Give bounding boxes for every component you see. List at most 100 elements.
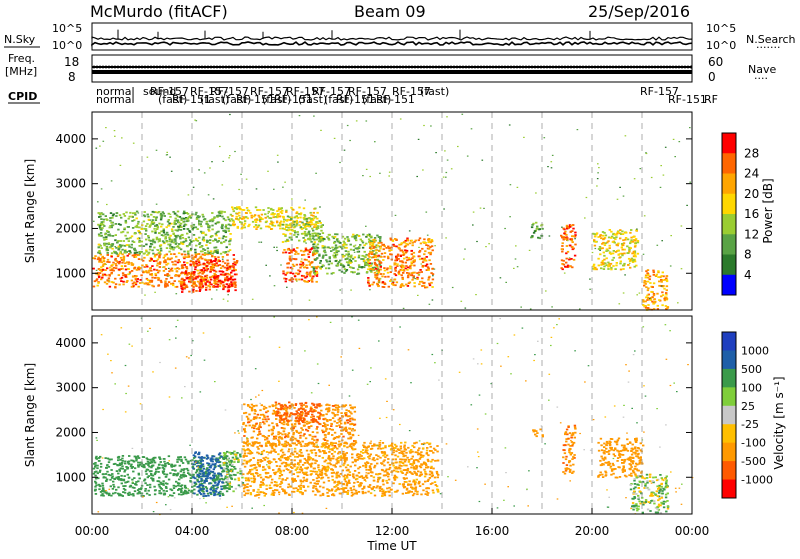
heatmap-cell (147, 476, 149, 478)
heatmap-cell (315, 442, 317, 444)
heatmap-cell (380, 266, 382, 268)
heatmap-cell (157, 279, 159, 281)
heatmap-cell (635, 242, 637, 244)
heatmap-cell (157, 467, 159, 469)
heatmap-cell (340, 433, 342, 435)
heatmap-cell (277, 433, 279, 435)
heatmap-cell (610, 237, 612, 239)
heatmap-cell (149, 249, 151, 251)
noise-speckle (156, 204, 158, 205)
heatmap-cell (405, 262, 407, 264)
heatmap-cell (324, 434, 326, 436)
heatmap-cell (601, 243, 603, 245)
noise-speckle (369, 176, 371, 177)
heatmap-cell (278, 207, 280, 209)
heatmap-cell (209, 492, 211, 494)
heatmap-cell (200, 493, 202, 495)
heatmap-cell (184, 485, 186, 487)
heatmap-cell (122, 460, 124, 462)
heatmap-cell (198, 453, 200, 455)
heatmap-cell (228, 290, 230, 292)
heatmap-cell (620, 269, 622, 271)
heatmap-cell (155, 468, 157, 470)
heatmap-cell (423, 285, 425, 287)
heatmap-cell (206, 490, 208, 492)
heatmap-cell (329, 419, 331, 421)
noise-speckle (657, 245, 659, 246)
heatmap-cell (147, 459, 149, 461)
heatmap-cell (194, 455, 196, 457)
heatmap-cell (120, 246, 122, 248)
heatmap-cell (291, 423, 293, 425)
heatmap-cell (253, 226, 255, 228)
heatmap-cell (217, 221, 219, 223)
heatmap-cell (113, 213, 115, 215)
heatmap-cell (198, 243, 200, 245)
noise-speckle (156, 150, 158, 151)
heatmap-cell (130, 465, 132, 467)
heatmap-cell (347, 238, 349, 240)
heatmap-cell (596, 268, 598, 270)
heatmap-cell (125, 220, 127, 222)
freq-panel-frame (92, 55, 692, 82)
heatmap-cell (276, 410, 278, 412)
heatmap-cell (389, 266, 391, 268)
heatmap-cell (198, 237, 200, 239)
heatmap-cell (123, 213, 125, 215)
heatmap-cell (177, 216, 179, 218)
heatmap-cell (178, 259, 180, 261)
freq-tick-bottom: 8 (68, 70, 76, 84)
freq-label: Freq. (8, 52, 35, 65)
heatmap-cell (566, 237, 568, 239)
heatmap-cell (405, 265, 407, 267)
heatmap-cell (233, 258, 235, 260)
heatmap-cell (105, 492, 107, 494)
heatmap-cell (264, 418, 266, 420)
heatmap-cell (599, 235, 601, 237)
heatmap-cell (203, 277, 205, 279)
heatmap-cell (335, 442, 337, 444)
heatmap-cell (164, 463, 166, 465)
heatmap-cell (382, 273, 384, 275)
heatmap-cell (208, 227, 210, 229)
heatmap-cell (180, 285, 182, 287)
heatmap-cell (132, 495, 134, 497)
heatmap-cell (197, 253, 199, 255)
heatmap-cell (362, 258, 364, 260)
heatmap-cell (117, 261, 119, 263)
heatmap-cell (210, 284, 212, 286)
heatmap-cell (103, 257, 105, 259)
heatmap-cell (195, 451, 197, 453)
heatmap-cell (176, 461, 178, 463)
heatmap-cell (239, 456, 241, 458)
heatmap-cell (244, 429, 246, 431)
heatmap-cell (186, 286, 188, 288)
heatmap-cell (599, 253, 601, 255)
noise-speckle (354, 252, 356, 253)
heatmap-cell (287, 249, 289, 251)
heatmap-cell (137, 238, 139, 240)
heatmap-cell (216, 278, 218, 280)
noise-speckle (426, 212, 428, 213)
heatmap-cell (143, 456, 145, 458)
heatmap-cell (293, 432, 295, 434)
heatmap-cell (179, 465, 181, 467)
heatmap-cell (305, 437, 307, 439)
heatmap-cell (312, 215, 314, 217)
noise-speckle (349, 140, 351, 141)
heatmap-cell (620, 261, 622, 263)
noise-search-trace (92, 42, 692, 45)
heatmap-cell (180, 491, 182, 493)
heatmap-cell (186, 245, 188, 247)
heatmap-cell (111, 473, 113, 475)
heatmap-cell (245, 412, 247, 414)
heatmap-cell (302, 237, 304, 239)
heatmap-cell (96, 458, 98, 460)
heatmap-cell (163, 232, 165, 234)
heatmap-cell (178, 252, 180, 254)
heatmap-cell (136, 211, 138, 213)
heatmap-cell (148, 490, 150, 492)
heatmap-cell (170, 235, 172, 237)
heatmap-cell (623, 263, 625, 265)
heatmap-cell (374, 276, 376, 278)
